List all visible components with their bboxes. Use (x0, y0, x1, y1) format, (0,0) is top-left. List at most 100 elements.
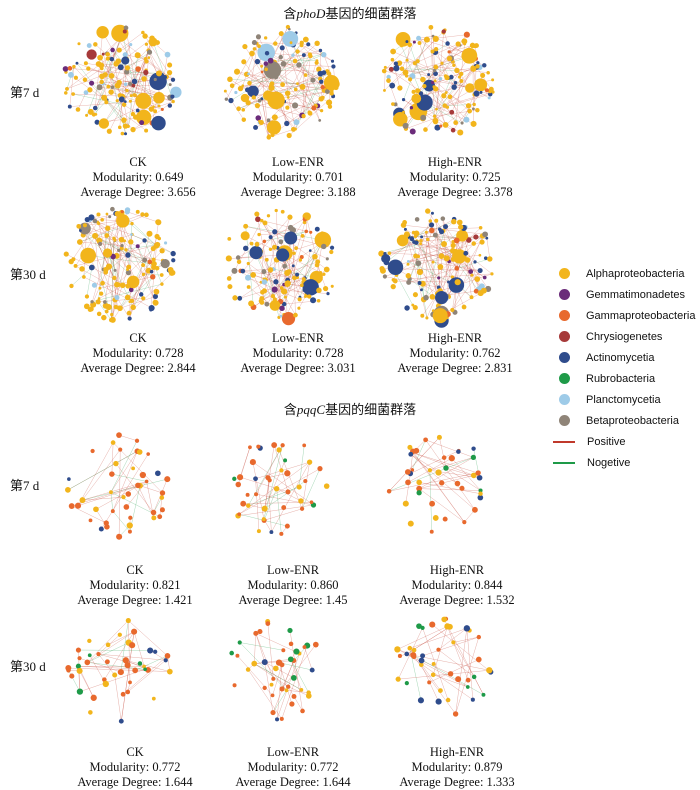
network-node (227, 284, 232, 289)
network-node (125, 207, 130, 212)
network-node (130, 127, 135, 132)
network-node (420, 115, 426, 121)
caption-phod-d7-low: Low-ENR Modularity: 0.701 Average Degree… (208, 155, 388, 200)
caption-phod-d30-ck: CK Modularity: 0.728 Average Degree: 2.8… (48, 331, 228, 376)
network-node (439, 480, 444, 485)
network-node (273, 41, 277, 45)
legend-swatch (559, 415, 570, 426)
network-node (423, 295, 429, 301)
network-node (147, 260, 152, 265)
network-node (485, 237, 488, 240)
network-node (135, 439, 139, 443)
network-node (85, 660, 91, 666)
network-node (77, 239, 83, 245)
network-node (119, 237, 125, 243)
network-node (257, 233, 260, 236)
network-node (383, 89, 386, 92)
caption-pqqc-d7-low: Low-ENR Modularity: 0.860 Average Degree… (203, 563, 383, 608)
network-node (428, 468, 432, 472)
network-node (326, 257, 329, 260)
network-node (446, 698, 451, 703)
network-node (106, 213, 109, 216)
network-node (292, 252, 295, 255)
network-node (117, 48, 122, 53)
network-node (131, 629, 137, 635)
network-node (227, 76, 233, 82)
network-node (405, 681, 409, 685)
network-node (458, 224, 463, 229)
modularity-line: Modularity: 0.728 (48, 346, 228, 361)
network-node (133, 93, 136, 96)
network-node (439, 77, 443, 81)
network-node (84, 61, 88, 65)
network-node (232, 295, 237, 300)
network-node (279, 31, 284, 36)
network-node (429, 501, 435, 507)
network-node (284, 470, 290, 476)
network-node (111, 440, 116, 445)
network-node (310, 668, 315, 673)
network-node (291, 675, 297, 681)
network-node (68, 72, 74, 78)
network-node (141, 296, 145, 300)
network-node (433, 119, 438, 124)
network-node (434, 219, 438, 223)
network-node (287, 96, 290, 99)
network-node (167, 70, 172, 75)
network-node (310, 500, 314, 504)
network-node (269, 530, 273, 534)
network-node (64, 252, 69, 257)
network-node (236, 106, 241, 111)
network-node (407, 445, 412, 450)
network-node (109, 73, 115, 79)
network-node (146, 452, 150, 456)
network-node (257, 529, 261, 533)
network-node (393, 65, 399, 71)
network-node (474, 276, 480, 282)
network-node (292, 694, 297, 699)
network-node (125, 89, 128, 92)
network-node (260, 65, 263, 68)
network-node (282, 312, 295, 325)
network-node (82, 275, 86, 279)
network-node (260, 290, 265, 295)
network-node (153, 650, 157, 654)
network-node (123, 239, 126, 242)
network-node (303, 645, 307, 649)
network-node (161, 83, 164, 86)
network-node (308, 110, 312, 114)
treatment-label: Low-ENR (203, 563, 383, 578)
network-node (124, 219, 129, 224)
network-node (303, 279, 319, 295)
network-node (246, 100, 251, 105)
modularity-line: Modularity: 0.844 (367, 578, 547, 593)
network-node (259, 296, 264, 301)
network-node (84, 90, 89, 95)
network-node (408, 77, 412, 81)
network-node (281, 210, 285, 214)
network-node (466, 685, 470, 689)
network-node (155, 40, 160, 45)
network-node (281, 505, 286, 510)
network-node (406, 280, 411, 285)
network-node (275, 209, 278, 212)
network-node (289, 249, 293, 253)
network-node (117, 249, 120, 252)
network-node (125, 252, 130, 257)
network-node (151, 510, 156, 515)
network-node (149, 35, 154, 40)
network-edge (474, 449, 479, 473)
network-node (103, 267, 108, 272)
network-node (473, 45, 476, 48)
network-node (318, 272, 322, 276)
network-node (473, 234, 478, 239)
network-node (420, 235, 423, 238)
treatment-label: Low-ENR (208, 331, 388, 346)
network-node (431, 672, 436, 677)
network-node (77, 42, 80, 45)
network-edge (248, 670, 282, 719)
network-node (109, 490, 113, 494)
network-node (116, 432, 122, 438)
network-node (329, 91, 333, 95)
network-node (227, 237, 231, 241)
